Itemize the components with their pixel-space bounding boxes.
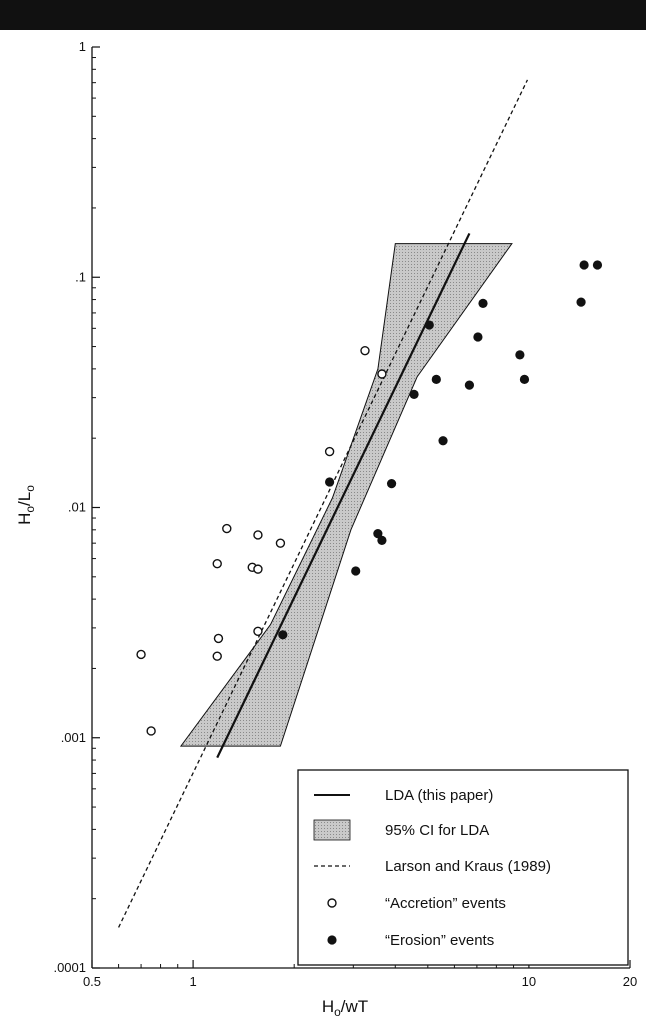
erosion-point	[377, 535, 387, 545]
legend-erosion-marker	[327, 935, 337, 945]
accretion-point	[324, 446, 335, 457]
erosion-point	[431, 374, 441, 385]
lda-line	[216, 232, 471, 759]
y-tick-label: .001	[61, 730, 86, 745]
erosion-point	[424, 320, 434, 330]
erosion-point	[325, 477, 335, 487]
y-tick-label: .0001	[53, 960, 86, 975]
erosion-point	[386, 478, 397, 489]
y-axis-title: Ho/Lo	[15, 485, 37, 525]
accretion-point	[253, 530, 263, 540]
erosion-point	[478, 298, 488, 308]
accretion-point	[275, 538, 286, 548]
accretion-point	[213, 633, 224, 644]
accretion-point	[360, 345, 370, 356]
accretion-point	[253, 626, 263, 636]
erosion-point	[351, 566, 361, 576]
legend-accretion-marker	[327, 898, 337, 908]
accretion-point	[212, 651, 222, 661]
x-tick-label: 1	[189, 974, 196, 989]
erosion-point	[438, 436, 448, 446]
erosion-point	[278, 630, 288, 640]
x-tick-label: 0.5	[83, 974, 101, 989]
erosion-point	[576, 297, 586, 307]
ci-band	[179, 243, 513, 747]
erosion-point	[515, 350, 525, 360]
top-black-bar	[0, 0, 646, 30]
legend-ci-label: 95% CI for LDA	[385, 822, 489, 839]
legend-accretion-label: “Accretion” events	[385, 895, 506, 912]
erosion-point	[579, 260, 589, 270]
accretion-point	[377, 369, 387, 379]
legend-lk-label: Larson and Kraus (1989)	[385, 858, 551, 875]
accretion-point	[136, 649, 146, 660]
legend-erosion-label: “Erosion” events	[385, 932, 494, 949]
accretion-point	[212, 559, 222, 569]
erosion-point	[473, 332, 483, 342]
y-tick-label: 1	[79, 39, 86, 54]
x-tick-label: 20	[623, 974, 637, 989]
plot-area: .0001 .001 .01 .1 1 0.5 1 10 20	[53, 39, 637, 989]
y-tick-label: .01	[68, 500, 86, 515]
accretion-point	[222, 523, 232, 534]
accretion-point	[146, 726, 156, 736]
x-tick-label: 10	[522, 974, 536, 989]
legend-ci-swatch	[313, 819, 351, 841]
erosion-point	[409, 389, 419, 399]
erosion-point	[592, 260, 603, 270]
legend-lda-label: LDA (this paper)	[385, 787, 493, 804]
legend-box	[297, 769, 629, 966]
y-tick-label: .1	[75, 269, 86, 284]
erosion-point	[519, 374, 530, 385]
erosion-point	[373, 529, 383, 539]
larson-kraus-line	[118, 79, 529, 928]
legend: LDA (this paper) 95% CI for LDA Larson a…	[297, 769, 629, 966]
x-axis-title: Ho/wT	[322, 997, 368, 1019]
erosion-point	[464, 380, 475, 390]
accretion-point	[253, 564, 263, 574]
